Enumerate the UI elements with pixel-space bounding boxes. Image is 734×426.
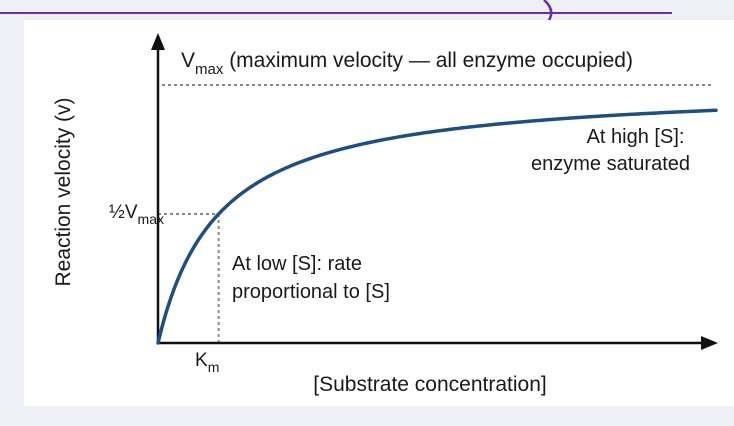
annotation-high-s-line-1: At high [S]:: [587, 126, 685, 148]
annotation-low-s-line-1: At low [S]: rate: [232, 253, 362, 275]
y-axis-label: Reaction velocity (v): [52, 97, 75, 286]
annotation-low-s: At low [S]: rate proportional to [S]: [232, 253, 390, 303]
annotation-low-s-line-2: proportional to [S]: [232, 281, 390, 303]
annotation-vmax: Vmax (maximum velocity — all enzyme occu…: [181, 49, 633, 78]
annotation-high-s: At high [S]: enzyme saturated: [531, 126, 690, 175]
top-accent-swoosh: [543, 0, 553, 23]
tick-label-km: Km: [195, 350, 219, 375]
x-axis-arrowhead: [701, 336, 718, 350]
x-axis-label: [Substrate concentration]: [313, 373, 546, 396]
series-line-velocity: [156, 108, 718, 345]
tick-label-half-vmax: ½Vmax: [109, 202, 164, 227]
y-axis-arrowhead: [151, 33, 165, 50]
annotation-high-s-line-2: enzyme saturated: [531, 153, 690, 175]
